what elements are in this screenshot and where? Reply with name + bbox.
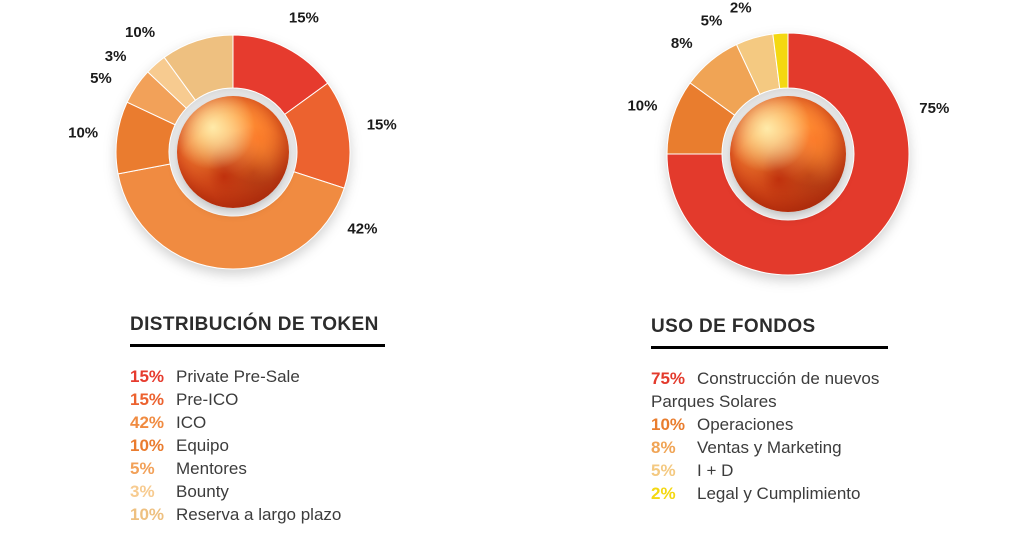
legend-item: 10% Operaciones (651, 413, 936, 436)
legend-percentage: 15% (130, 367, 165, 386)
legend-label: Mentores (176, 459, 247, 478)
legend-percentage: 5% (130, 459, 155, 478)
legend-label: Equipo (176, 436, 229, 455)
donut-segment (163, 34, 234, 101)
donut-ring (666, 32, 910, 276)
legend-label: I + D (697, 461, 734, 480)
funds-chart-title: USO DE FONDOS (651, 316, 888, 349)
legend-item: 10% Equipo (130, 434, 460, 457)
token-donut-area: 15% 15% 42% 10% 5% 3% 10% (28, 0, 498, 300)
legend-item: 5% Mentores (130, 457, 460, 480)
segment-percentage-label: 75% (919, 100, 949, 117)
legend-percentage: 10% (130, 505, 165, 524)
token-caption: DISTRIBUCIÓN DE TOKEN 15% Private Pre-Sal… (130, 314, 508, 526)
segment-percentage-label: 5% (701, 12, 723, 29)
legend-label: Reserva a largo plazo (176, 505, 342, 524)
segment-percentage-label: 8% (671, 35, 693, 52)
segment-percentage-label: 5% (90, 70, 112, 87)
donut-segment (772, 32, 789, 90)
donut-ring (115, 34, 351, 270)
legend-percentage: 5% (651, 461, 676, 480)
funds-caption: USO DE FONDOS 75% Construcción de nuevos … (651, 316, 1024, 505)
segment-percentage-label: 10% (125, 24, 155, 41)
legend-item: 15% Pre-ICO (130, 388, 460, 411)
legend-label: Construcción de nuevos Parques Solares (651, 369, 880, 411)
token-distribution-section: 15% 15% 42% 10% 5% 3% 10% DISTRIBUCIÓN DE TOKE… (28, 0, 508, 526)
sun-icon (177, 96, 289, 208)
legend-item: 2% Legal y Cumplimiento (651, 482, 936, 505)
legend-percentage: 8% (651, 438, 676, 457)
legend-item: 42% ICO (130, 411, 460, 434)
segment-percentage-label: 2% (730, 0, 752, 16)
donut-chart: 15% 15% 42% 10% 5% 3% 10% (68, 10, 397, 270)
donut-segment (117, 163, 345, 270)
legend-percentage: 10% (651, 415, 686, 434)
token-legend: 15% Private Pre-Sale 15% Pre-ICO 42% ICO 10% Eq… (130, 365, 460, 526)
legend-item: 75% Construcción de nuevos Parques Solare… (651, 367, 936, 413)
legend-label: Private Pre-Sale (176, 367, 300, 386)
legend-percentage: 75% (651, 369, 686, 388)
donut-segment (666, 32, 910, 276)
token-chart-title: DISTRIBUCIÓN DE TOKEN (130, 314, 385, 347)
legend-percentage: 42% (130, 413, 165, 432)
funds-donut-area: 75% 10% 8% 5% 2% (556, 0, 1016, 302)
legend-percentage: 10% (130, 436, 165, 455)
sun-icon (730, 96, 846, 212)
segment-percentage-label: 42% (347, 221, 377, 238)
legend-item: 8% Ventas y Marketing (651, 436, 936, 459)
segment-percentage-label: 10% (68, 125, 98, 142)
segment-percentage-label: 15% (289, 10, 319, 27)
segment-percentage-label: 10% (627, 98, 657, 115)
legend-item: 5% I + D (651, 459, 936, 482)
segment-percentage-label: 15% (367, 117, 397, 134)
legend-percentage: 2% (651, 484, 676, 503)
funds-legend: 75% Construcción de nuevos Parques Solare… (651, 367, 936, 505)
legend-label: Ventas y Marketing (697, 438, 842, 457)
legend-percentage: 15% (130, 390, 165, 409)
funds-usage-section: 75% 10% 8% 5% 2% USO DE FONDOS 75% Construcci… (556, 0, 1024, 505)
legend-label: ICO (176, 413, 207, 432)
legend-item: 10% Reserva a largo plazo (130, 503, 460, 526)
legend-item: 15% Private Pre-Sale (130, 365, 460, 388)
legend-percentage: 3% (130, 482, 155, 501)
legend-item: 3% Bounty (130, 480, 460, 503)
legend-label: Operaciones (697, 415, 794, 434)
segment-percentage-label: 3% (105, 48, 127, 65)
legend-label: Legal y Cumplimiento (697, 484, 861, 503)
donut-chart: 75% 10% 8% 5% 2% (627, 0, 949, 276)
legend-label: Pre-ICO (176, 390, 239, 409)
legend-label: Bounty (176, 482, 229, 501)
